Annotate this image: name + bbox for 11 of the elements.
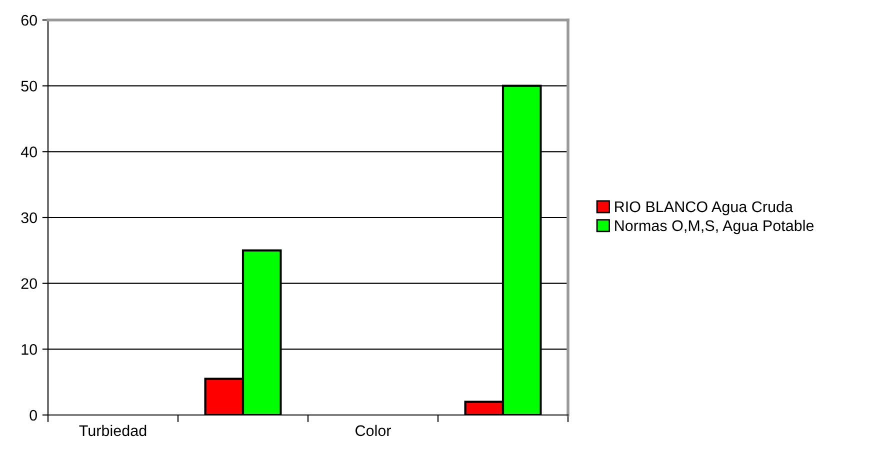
y-tick-label: 20 [21,278,37,290]
x-tick-label: Turbiedad [79,424,146,436]
y-tick-label: 40 [20,146,37,158]
y-tick-label: 0 [30,410,37,421]
y-tick-label: 30 [21,212,37,224]
legend-label: RIO BLANCO Agua Cruda [615,200,794,216]
y-tick-label: 60 [21,14,37,26]
y-tick-label: 10 [22,344,37,355]
legend-label: Normas O,M,S, Agua Potable [615,220,814,234]
y-tick-label: 50 [21,80,37,92]
x-tick-label: Color [356,424,391,436]
